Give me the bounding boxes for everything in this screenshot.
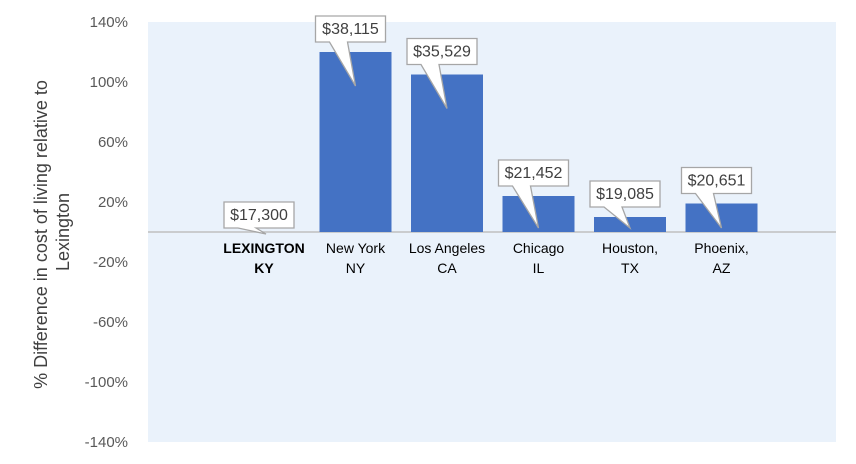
y-tick-label: -60% xyxy=(93,314,128,331)
category-label: New York xyxy=(326,240,386,256)
category-label: Los Angeles xyxy=(409,240,485,256)
category-label: LEXINGTON xyxy=(223,240,304,256)
data-label: $19,085 xyxy=(596,186,654,203)
y-axis-label-line-2: Lexington xyxy=(53,193,73,271)
y-tick-label: 140% xyxy=(90,14,128,31)
y-tick-label: -20% xyxy=(93,254,128,271)
category-label: TX xyxy=(621,260,640,276)
bar xyxy=(411,74,483,232)
data-callouts: $17,300 $38,115 $35,529 $21,452 $19,085 $20,6… xyxy=(223,15,753,235)
callout-box xyxy=(680,166,753,229)
category-label: Phoenix, xyxy=(694,240,748,256)
data-label: $38,115 xyxy=(322,21,379,38)
y-tick-label: 20% xyxy=(98,194,128,211)
category-label: Houston, xyxy=(602,240,658,256)
callout-box xyxy=(406,37,478,109)
category-label: CA xyxy=(437,260,457,276)
category-label: Chicago xyxy=(513,240,565,256)
data-label: $35,529 xyxy=(413,44,471,61)
y-tick-label: 100% xyxy=(90,74,128,91)
y-tick-label: 60% xyxy=(98,134,128,151)
callout-box xyxy=(314,15,387,87)
bar xyxy=(319,52,392,232)
data-label: $20,651 xyxy=(688,173,746,190)
y-axis-label: % Difference in cost of living relative … xyxy=(31,75,73,389)
y-axis-label-line-1: % Difference in cost of living relative … xyxy=(31,80,51,389)
data-label: $17,300 xyxy=(230,207,288,224)
y-tick-label: -140% xyxy=(85,434,128,451)
category-labels: LEXINGTON KY New York NY Los Angeles CA Chicag… xyxy=(223,240,748,276)
category-label: NY xyxy=(346,260,366,276)
bar xyxy=(594,217,666,232)
data-label: $21,452 xyxy=(505,165,563,182)
bars xyxy=(319,52,758,232)
category-label: KY xyxy=(254,260,274,276)
y-tick-label: -100% xyxy=(85,374,128,391)
callout-box xyxy=(223,201,295,235)
category-label: AZ xyxy=(713,260,731,276)
y-axis-ticks: 140% 100% 60% 20% -20% -60% -100% -140% xyxy=(85,14,128,451)
callout-box xyxy=(497,159,570,229)
callout-box xyxy=(589,180,661,231)
category-label: IL xyxy=(533,260,545,276)
